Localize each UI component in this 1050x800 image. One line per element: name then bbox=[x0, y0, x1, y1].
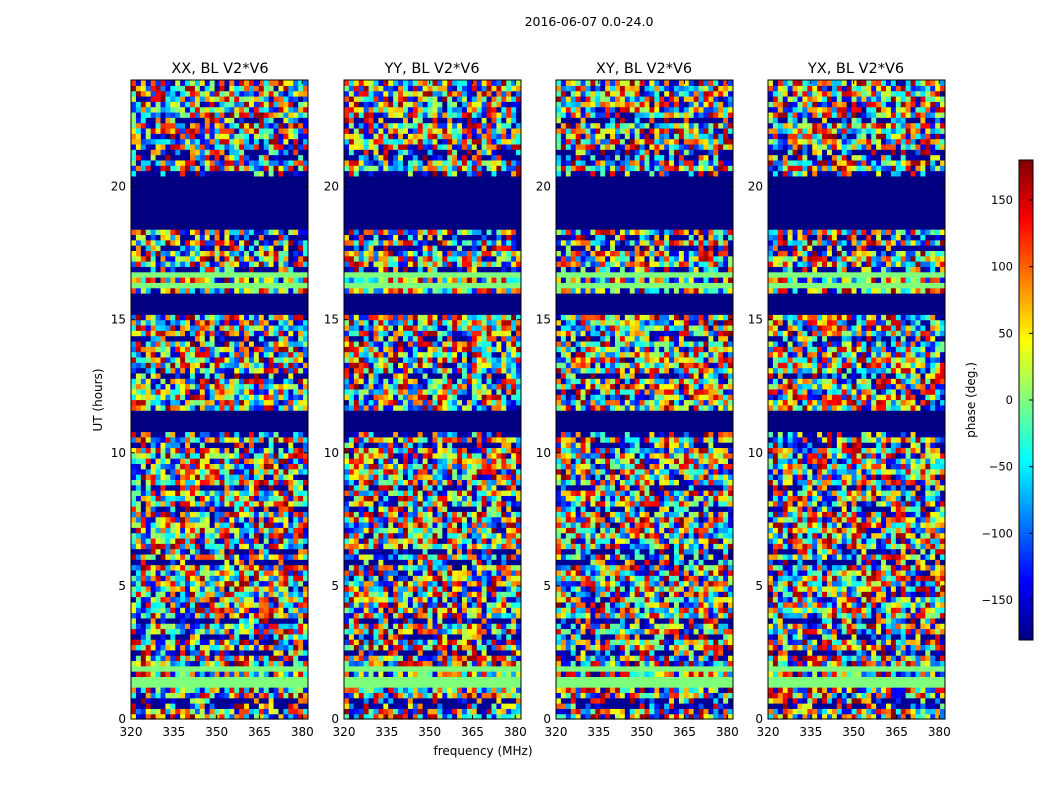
x-tick-label: 380 bbox=[504, 725, 527, 739]
panel-xx: XX, BL V2*V6 320 335 350 365 380 0 5 10 15 20 bbox=[111, 61, 314, 739]
heatmap-cells bbox=[556, 80, 734, 720]
y-tick-label: 0 bbox=[118, 712, 126, 726]
x-tick-label: 365 bbox=[461, 725, 484, 739]
panel-yx: YX, BL V2*V6 320 335 350 365 380 0 5 10 15 20 bbox=[748, 61, 951, 739]
plot-frame bbox=[343, 79, 522, 720]
x-tick-label: 350 bbox=[205, 725, 228, 739]
y-axis-label: UT (hours) bbox=[91, 368, 105, 431]
heatmap-cells bbox=[131, 80, 309, 720]
x-tick-label: 365 bbox=[885, 725, 908, 739]
colorbar-gradient bbox=[1019, 160, 1033, 641]
x-tick-label: 380 bbox=[716, 725, 739, 739]
y-tick-label: 20 bbox=[536, 180, 551, 194]
x-tick-label: 320 bbox=[545, 725, 568, 739]
y-tick-label: 0 bbox=[543, 712, 551, 726]
y-tick-label: 5 bbox=[118, 579, 126, 593]
x-tick-label: 380 bbox=[928, 725, 951, 739]
colorbar-tick-label: 100 bbox=[991, 260, 1013, 274]
y-tick-label: 15 bbox=[748, 313, 763, 327]
y-tick-label: 15 bbox=[324, 313, 339, 327]
y-tick-label: 15 bbox=[111, 313, 126, 327]
x-tick-label: 350 bbox=[630, 725, 653, 739]
y-tick-label: 20 bbox=[111, 180, 126, 194]
x-tick-label: 380 bbox=[291, 725, 314, 739]
x-tick-label: 320 bbox=[757, 725, 780, 739]
y-tick-label: 20 bbox=[324, 180, 339, 194]
colorbar-tick-label: 50 bbox=[998, 326, 1013, 340]
colorbar-tick-label: −50 bbox=[989, 460, 1013, 474]
x-tick-label: 335 bbox=[162, 725, 185, 739]
x-tick-label: 365 bbox=[673, 725, 696, 739]
x-tick-label: 320 bbox=[120, 725, 143, 739]
colorbar-tick-label: 150 bbox=[991, 193, 1013, 207]
colorbar-tick-label: 0 bbox=[1006, 393, 1013, 407]
colorbar-tick-label: −150 bbox=[981, 593, 1013, 607]
y-tick-label: 10 bbox=[536, 446, 551, 460]
heatmap-cells bbox=[344, 80, 522, 720]
y-tick-label: 10 bbox=[748, 446, 763, 460]
y-tick-label: 5 bbox=[755, 579, 763, 593]
panel-xy: XY, BL V2*V6 320 335 350 365 380 0 5 10 15 20 bbox=[536, 61, 739, 739]
x-tick-label: 335 bbox=[375, 725, 398, 739]
panel-title: YX, BL V2*V6 bbox=[807, 61, 904, 77]
plot-frame bbox=[130, 79, 309, 720]
colorbar-tick-label: −100 bbox=[981, 526, 1013, 540]
panel-title: XX, BL V2*V6 bbox=[171, 61, 268, 77]
x-tick-label: 335 bbox=[587, 725, 610, 739]
plot-frame bbox=[555, 79, 734, 720]
x-tick-label: 320 bbox=[333, 725, 356, 739]
y-tick-label: 10 bbox=[324, 446, 339, 460]
panel-title: XY, BL V2*V6 bbox=[596, 61, 692, 77]
panel-title: YY, BL V2*V6 bbox=[383, 61, 479, 77]
panel-yy: YY, BL V2*V6 320 335 350 365 380 0 5 10 15 20 bbox=[324, 61, 527, 739]
figure-suptitle: 2016-06-07 0.0-24.0 bbox=[525, 14, 654, 29]
y-tick-label: 5 bbox=[543, 579, 551, 593]
y-tick-label: 15 bbox=[536, 313, 551, 327]
y-tick-label: 0 bbox=[331, 712, 339, 726]
y-tick-label: 20 bbox=[748, 180, 763, 194]
heatmap-cells bbox=[768, 80, 946, 720]
y-tick-label: 5 bbox=[331, 579, 339, 593]
colorbar-label: phase (deg.) bbox=[964, 362, 978, 438]
plot-frame bbox=[767, 79, 946, 720]
x-axis-label: frequency (MHz) bbox=[433, 744, 532, 758]
colorbar: phase (deg.) −150 −100 −50 0 50 100 150 bbox=[964, 159, 1034, 641]
x-tick-label: 350 bbox=[418, 725, 441, 739]
x-tick-label: 365 bbox=[248, 725, 271, 739]
y-tick-label: 0 bbox=[755, 712, 763, 726]
y-tick-label: 10 bbox=[111, 446, 126, 460]
x-tick-label: 350 bbox=[842, 725, 865, 739]
x-tick-label: 335 bbox=[799, 725, 822, 739]
